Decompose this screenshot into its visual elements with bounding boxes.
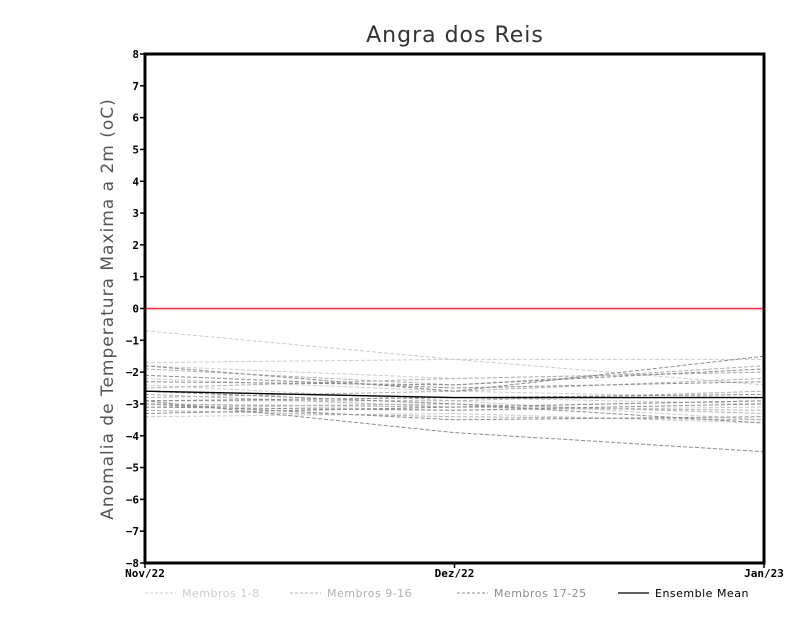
member-line-14 bbox=[144, 409, 765, 421]
x-tick-label: Jan/23 bbox=[744, 567, 784, 580]
member-line-24 bbox=[144, 390, 765, 424]
legend-label: Membros 1-8 bbox=[182, 587, 260, 600]
y-tick-label: −5 bbox=[126, 462, 139, 475]
member-line-15 bbox=[145, 390, 765, 402]
x-tick-label: Dez/22 bbox=[435, 567, 475, 580]
y-axis-ticks: −8 −7 −6 −5 −4 −3 −2 −1 0 1 2 3 4 5 6 7 8 bbox=[126, 48, 145, 570]
member-line-1 bbox=[144, 330, 765, 386]
y-tick-label: 8 bbox=[132, 48, 139, 61]
member-line-4 bbox=[144, 384, 765, 421]
y-tick-label: 0 bbox=[132, 303, 139, 316]
y-tick-label: 4 bbox=[132, 175, 139, 188]
y-tick-label: 7 bbox=[132, 80, 139, 93]
y-tick-label: 1 bbox=[132, 271, 139, 284]
y-tick-label: −6 bbox=[126, 493, 140, 506]
chart-title: Angra dos Reis bbox=[366, 23, 544, 48]
legend: Membros 1-8 Membros 9-16 Membros 17-25 Ense… bbox=[145, 587, 749, 600]
y-tick-label: −1 bbox=[126, 334, 140, 347]
legend-label: Membros 9-16 bbox=[327, 587, 412, 600]
y-tick-label: −2 bbox=[126, 366, 139, 379]
member-line-7 bbox=[144, 412, 765, 424]
member-line-10 bbox=[144, 371, 765, 389]
member-line-23 bbox=[144, 400, 765, 414]
y-tick-label: −3 bbox=[126, 398, 139, 411]
x-axis-ticks: Nov/22 Dez/22 Jan/23 bbox=[125, 563, 784, 580]
member-line-17 bbox=[144, 355, 765, 392]
member-line-20 bbox=[144, 403, 765, 421]
y-tick-label: 3 bbox=[132, 207, 139, 220]
member-line-2 bbox=[144, 358, 764, 364]
y-tick-label: −4 bbox=[126, 430, 140, 443]
member-line-3 bbox=[144, 365, 765, 380]
y-tick-label: 2 bbox=[132, 239, 139, 252]
y-tick-label: −8 bbox=[126, 557, 139, 570]
y-tick-label: 5 bbox=[132, 143, 139, 156]
member-line-21 bbox=[144, 403, 765, 411]
series-lines bbox=[144, 330, 765, 453]
member-line-18 bbox=[144, 374, 765, 389]
y-tick-label: 6 bbox=[132, 112, 139, 125]
ensemble-mean-line bbox=[144, 390, 764, 399]
x-tick-label: Nov/22 bbox=[125, 567, 165, 580]
y-axis-label: Anomalia de Temperatura Maxima a 2m (oC) bbox=[98, 98, 118, 520]
member-line-25 bbox=[144, 368, 765, 386]
y-tick-label: −7 bbox=[126, 525, 139, 538]
legend-label: Membros 17-25 bbox=[494, 587, 587, 600]
legend-label: Ensemble Mean bbox=[655, 587, 749, 600]
